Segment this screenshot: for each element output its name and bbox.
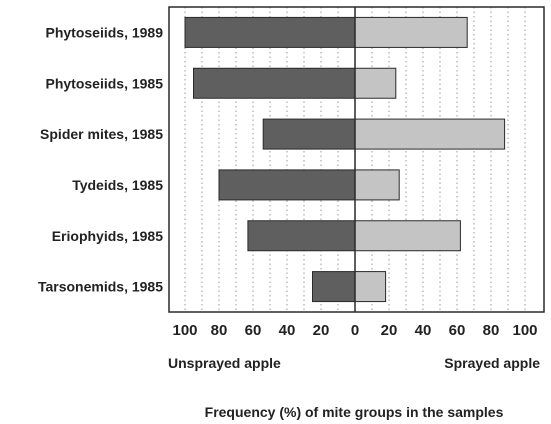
- grid-layer: [184, 7, 526, 312]
- label-layer: Phytoseiids, 1989 Phytoseiids, 1985 Spider…: [38, 24, 538, 339]
- x-axis-title: Frequency (%) of mite groups in the samp…: [205, 404, 504, 420]
- bar-sprayed: [354, 16, 468, 48]
- x-tick-label: 100: [172, 322, 197, 339]
- bar-layer: [184, 16, 506, 303]
- bar-sprayed: [354, 67, 397, 99]
- bar-sprayed: [354, 118, 506, 150]
- bar-unsprayed: [262, 118, 356, 150]
- bar-sprayed: [354, 220, 461, 252]
- axis-layer: [168, 6, 545, 313]
- bar-unsprayed: [184, 16, 356, 48]
- x-tick-label: 40: [279, 322, 296, 339]
- x-tick-label: 20: [313, 322, 330, 339]
- category-label: Phytoseiids, 1989: [45, 24, 163, 40]
- category-label: Tydeids, 1985: [72, 177, 163, 193]
- category-label: Spider mites, 1985: [40, 126, 163, 142]
- category-label: Tarsonemids, 1985: [38, 279, 163, 295]
- x-tick-label: 40: [415, 322, 432, 339]
- x-tick-label: 60: [449, 322, 466, 339]
- x-tick-label: 100: [512, 322, 537, 339]
- category-label: Eriophyids, 1985: [52, 228, 163, 244]
- x-tick-label: 80: [483, 322, 500, 339]
- plot-frame: [168, 6, 545, 313]
- bar-sprayed: [354, 271, 387, 303]
- bar-sprayed: [354, 169, 400, 201]
- x-tick-label: 60: [245, 322, 262, 339]
- bar-unsprayed: [218, 169, 356, 201]
- bar-unsprayed: [193, 67, 356, 99]
- sprayed-apple-label: Sprayed apple: [444, 355, 540, 371]
- bar-unsprayed: [247, 220, 356, 252]
- category-label: Phytoseiids, 1985: [45, 75, 163, 91]
- x-tick-label: 0: [351, 322, 359, 339]
- bar-unsprayed: [312, 271, 356, 303]
- x-tick-label: 80: [211, 322, 228, 339]
- x-tick-label: 20: [381, 322, 398, 339]
- unsprayed-apple-label: Unsprayed apple: [168, 355, 281, 371]
